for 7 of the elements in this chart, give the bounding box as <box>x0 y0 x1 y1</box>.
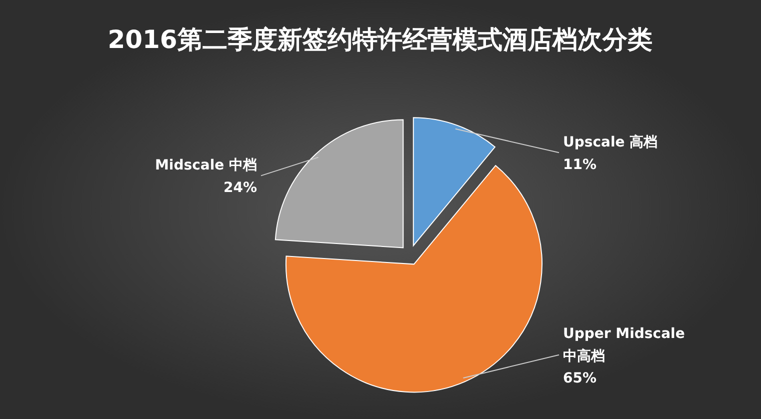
data-label: 24% <box>223 180 257 196</box>
slice-label: Upper Midscale 中高档 <box>563 326 685 364</box>
slice-label: Upscale 高档 <box>563 134 658 151</box>
slice-label: Midscale 中档 <box>155 158 257 174</box>
data-label: 65% <box>563 370 597 387</box>
data-label: 11% <box>563 157 597 174</box>
chart-title: 2016第二季度新签约特许经营模式酒店档次分类 <box>108 25 652 54</box>
